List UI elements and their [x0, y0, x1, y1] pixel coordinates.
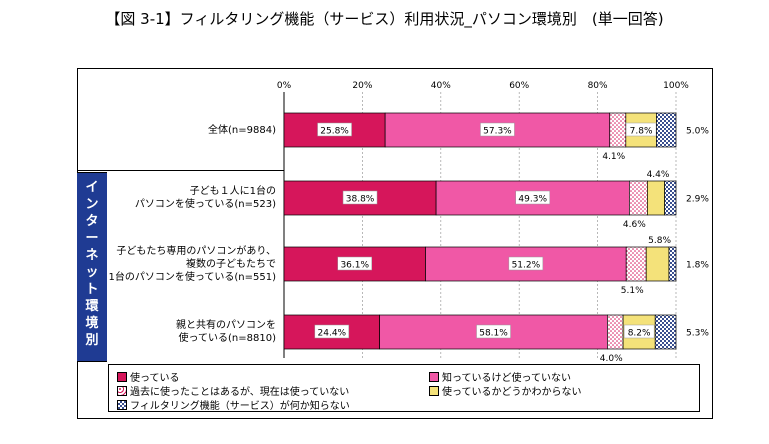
sidebar-char: ネ: [85, 248, 99, 263]
data-label-box: [342, 190, 378, 205]
data-label: 5.0%: [686, 127, 709, 137]
category-label: 子ども１人に1台のパソコンを使っている(n=523): [135, 185, 276, 211]
legend-label: フィルタリング機能（サービス）が何か知らない: [130, 401, 350, 412]
bar-segment: [664, 180, 677, 216]
sidebar-text: インターネット環境別: [77, 179, 107, 349]
category-label-line: 1台のパソコンを使っている(n=551): [108, 271, 276, 283]
data-label-box: [515, 190, 550, 205]
legend-item: 過去に使ったことはあるが、現在は使っていない: [117, 383, 349, 398]
legend-swatch: [117, 371, 127, 382]
legend-item: 知っているけど使っていない: [429, 369, 571, 384]
legend-item: フィルタリング機能（サービス）が何か知らない: [117, 397, 350, 412]
legend-label: 知っているけど使っていない: [442, 373, 571, 384]
data-label: 4.6%: [623, 220, 646, 230]
sidebar-group-label: インターネット環境別: [77, 172, 107, 362]
data-label-box: [508, 256, 544, 271]
sidebar-char: 境: [85, 316, 99, 331]
data-label: 58.1%: [479, 329, 508, 339]
bar-segment: [435, 180, 630, 216]
category-label-line: 複数の子どもたちで: [186, 258, 276, 270]
category-label-line: 使っている(n=8810): [178, 333, 276, 344]
category-label: 子どもたち専用のパソコンがあり、 複数の子どもたちで 1台のパソコンを使っている(n…: [109, 245, 276, 284]
page-title: 【図 3-1】フィルタリング機能（サービス）利用状況_パソコン環境別 (単一回答…: [105, 10, 664, 28]
legend-item: 使っているかどうかわからない: [429, 383, 582, 398]
group-separator: [77, 170, 284, 171]
category-label-line: パソコンを使っている(n=523): [134, 199, 276, 210]
data-label: 8.2%: [628, 329, 651, 339]
x-tick-label: 20%: [352, 81, 372, 91]
bar-segment: [647, 180, 665, 216]
bar-segment: [656, 112, 677, 148]
legend-label: 使っているかどうかわからない: [442, 387, 582, 398]
legend-label: 過去に使ったことはあるが、現在は使っていない: [130, 387, 350, 398]
data-label: 7.8%: [630, 127, 653, 137]
data-label: 38.8%: [346, 195, 375, 205]
data-label-box: [314, 324, 350, 339]
sidebar-char: ッ: [85, 265, 99, 280]
legend-label: 使っている: [130, 373, 180, 384]
sidebar-char: ー: [85, 231, 99, 246]
category-label-line: 親と共有のパソコンを: [176, 320, 276, 331]
data-label: 1.8%: [686, 261, 709, 271]
bar-segment: [668, 246, 677, 282]
bar-segment: [625, 246, 647, 282]
data-label: 24.4%: [318, 329, 347, 339]
category-label-line: 子ども１人に1台の: [189, 186, 276, 197]
sidebar-char: 別: [85, 333, 99, 348]
legend: 使っている 知っているけど使っていない過去に使ったことはあるが、現在は使っていない…: [108, 364, 700, 412]
bar-segment: [654, 314, 677, 350]
bar-segment: [607, 314, 624, 350]
data-label: 5.3%: [686, 329, 709, 339]
legend-swatch: [117, 399, 127, 410]
legend-swatch: [429, 385, 439, 396]
legend-swatch: [117, 385, 127, 396]
data-label: 57.3%: [483, 127, 512, 137]
sidebar-char: タ: [85, 214, 99, 229]
sidebar-char: イ: [85, 180, 99, 195]
data-label-box: [480, 122, 515, 137]
data-label: 36.1%: [340, 261, 369, 271]
data-label: 4.0%: [600, 354, 623, 364]
sidebar-char: 環: [85, 299, 99, 314]
category-label-line: 子どもたち専用のパソコンがあり、: [116, 245, 276, 257]
data-label: 4.1%: [602, 152, 625, 162]
legend-swatch: [429, 371, 439, 382]
legend-item: 使っている: [117, 369, 180, 384]
bar-segment: [609, 112, 627, 148]
x-tick-label: 0%: [277, 81, 292, 91]
bar-segment: [629, 180, 648, 216]
data-label: 4.4%: [647, 170, 670, 180]
x-tick-label: 60%: [509, 81, 529, 91]
category-label: 全体(n=9884): [208, 124, 276, 137]
data-label-box: [317, 122, 352, 137]
data-label: 5.1%: [621, 286, 644, 296]
x-tick-label: 80%: [588, 81, 608, 91]
data-label-box: [337, 256, 373, 271]
category-label: 親と共有のパソコンを 使っている(n=8810): [176, 319, 276, 345]
x-tick-label: 100%: [663, 81, 689, 91]
x-tick-label: 40%: [431, 81, 451, 91]
data-label: 2.9%: [686, 195, 709, 205]
sidebar-char: ト: [85, 282, 99, 297]
bar-segment: [645, 246, 670, 282]
data-label: 49.3%: [518, 195, 547, 205]
data-label: 51.2%: [512, 261, 541, 271]
category-label-line: 全体(n=9884): [208, 124, 276, 136]
sidebar-char: ン: [85, 197, 99, 212]
data-label: 5.8%: [648, 236, 671, 246]
data-label-box: [476, 324, 511, 339]
data-label-box: [623, 324, 655, 339]
data-label: 25.8%: [320, 127, 349, 137]
